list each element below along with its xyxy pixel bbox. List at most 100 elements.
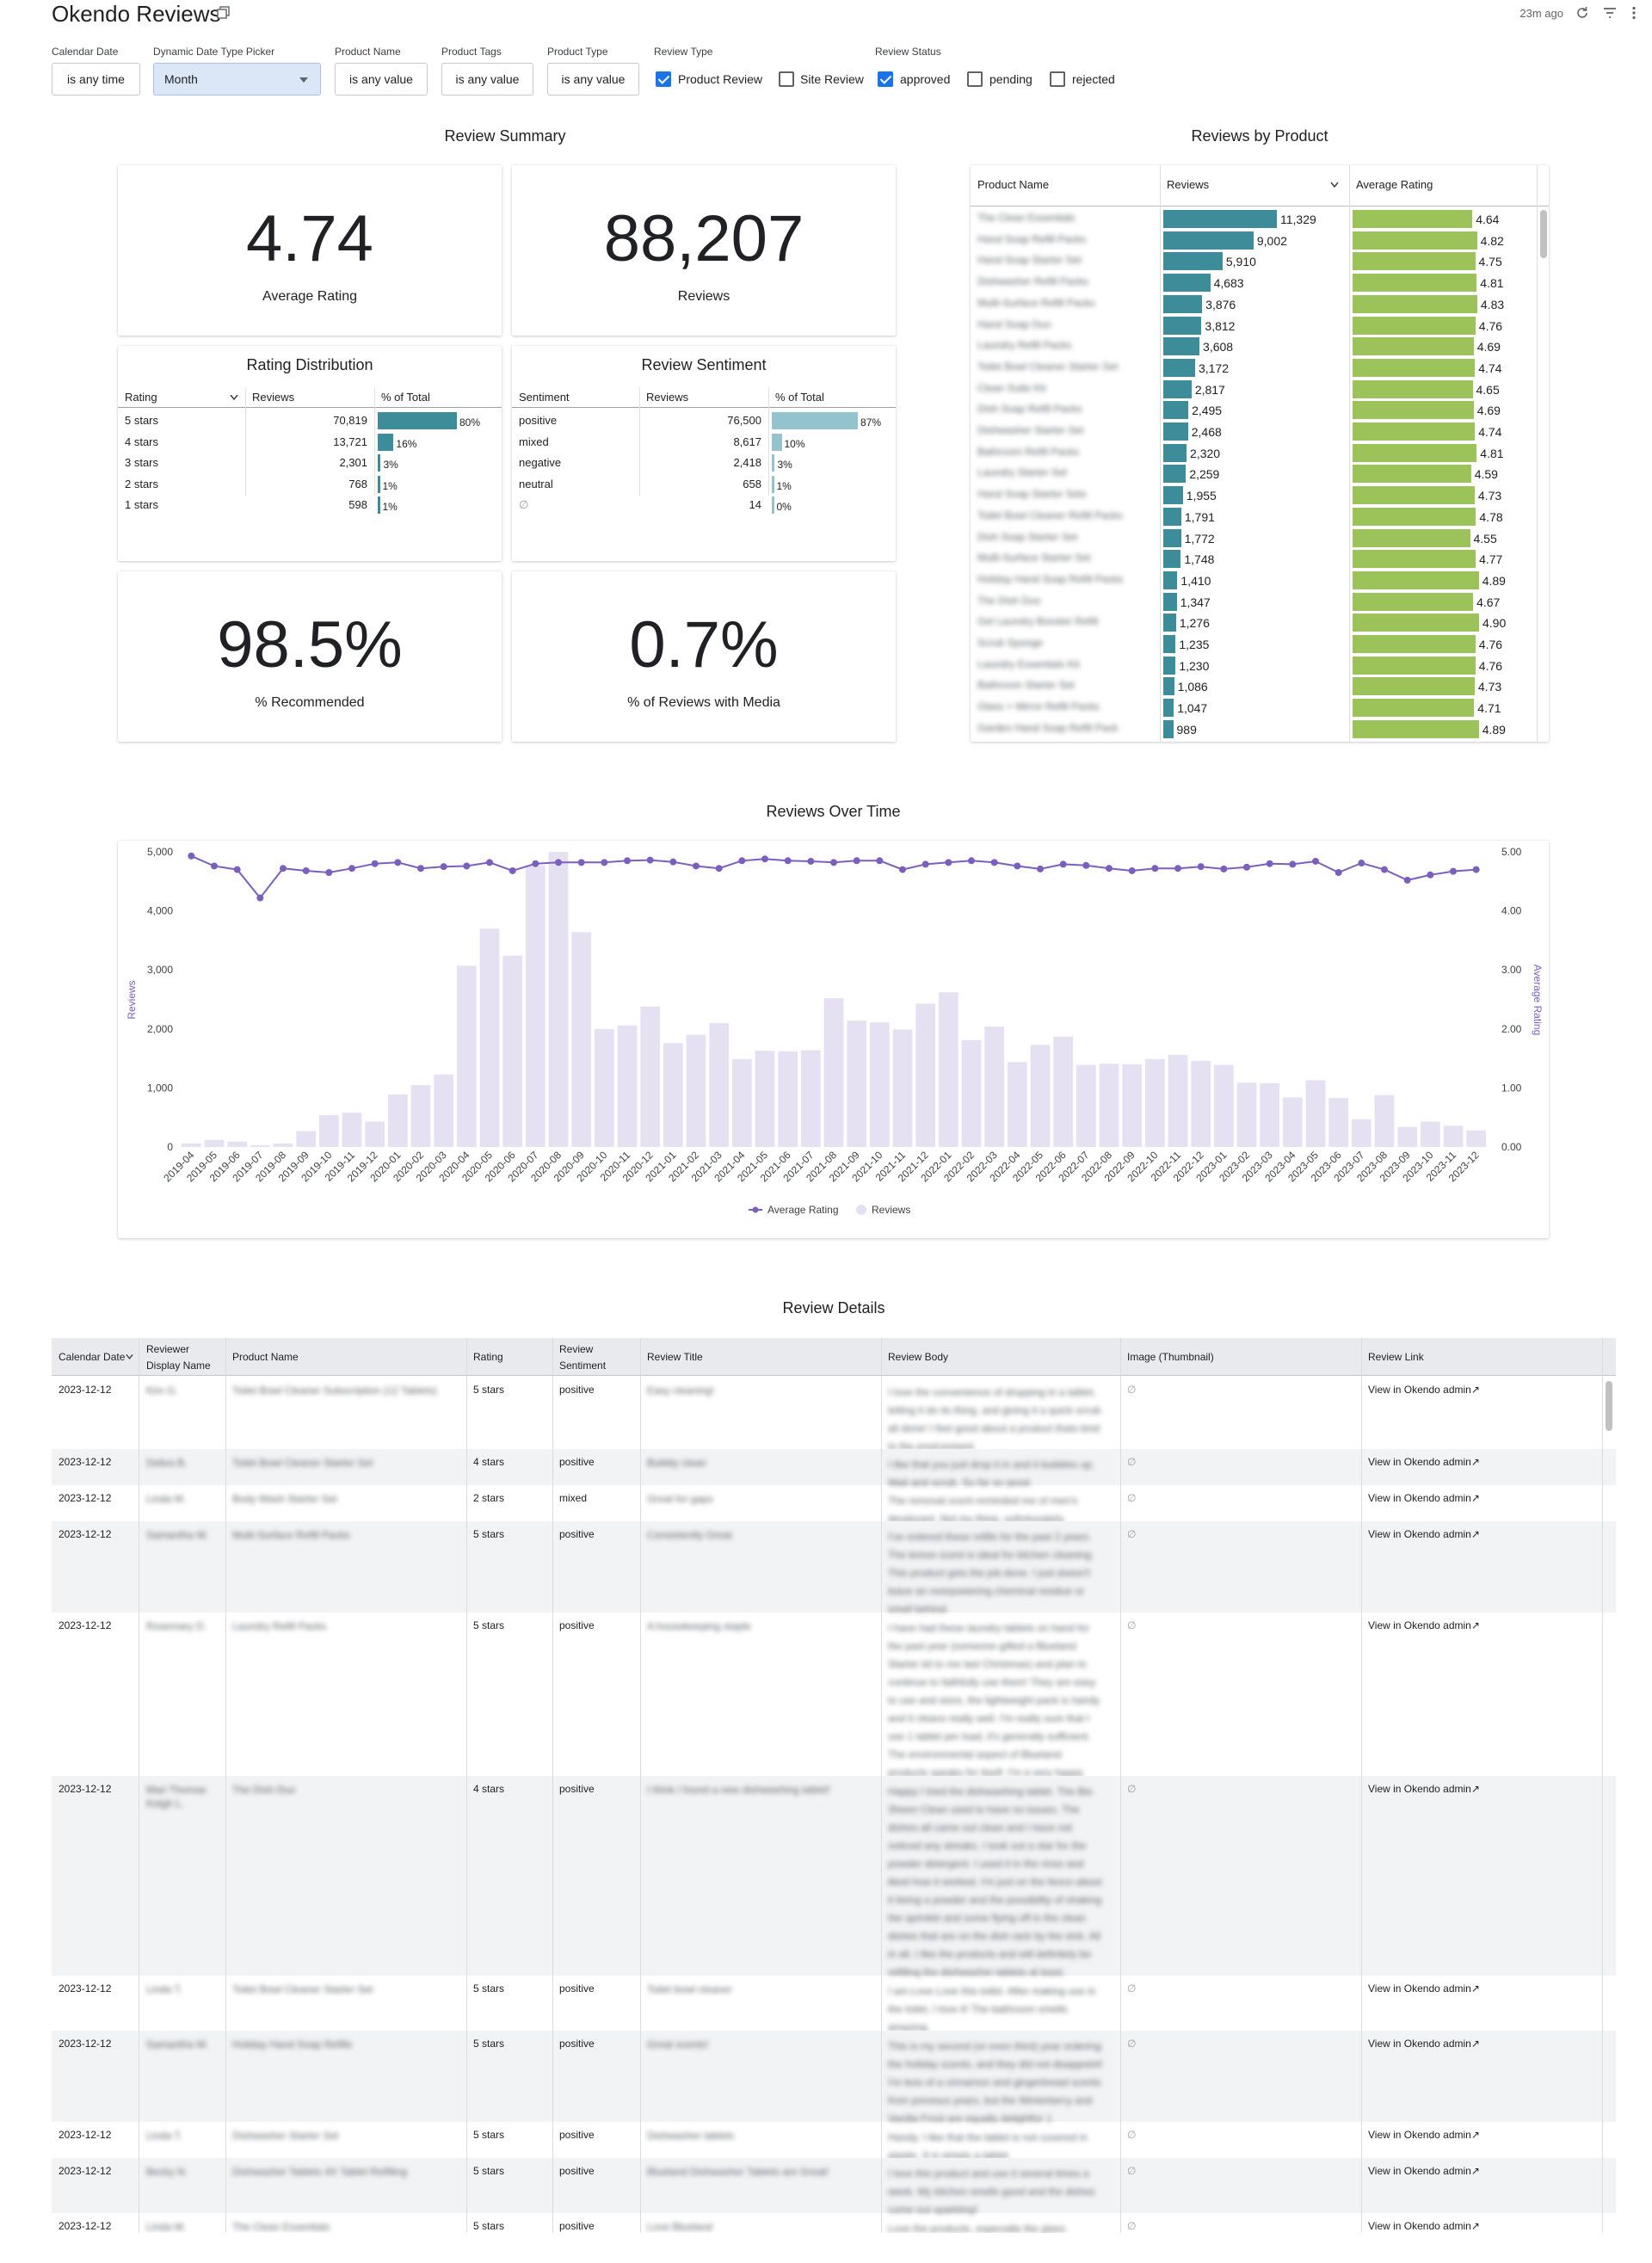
cell-sentiment: positive <box>559 1783 595 1795</box>
product-rating-bar <box>1353 570 1479 589</box>
cell-link[interactable]: View in Okendo admin↗ <box>1368 1619 1480 1631</box>
product-row[interactable]: The Dish Duo 1,347 4.67 <box>971 591 1549 612</box>
cell-link[interactable]: View in Okendo admin↗ <box>1368 1982 1480 1995</box>
product-row[interactable]: Bathroom Refill Packs 2,320 4.81 <box>971 442 1549 463</box>
rejected-checkbox[interactable] <box>1050 71 1065 87</box>
rating-dist-pct-bar <box>378 433 394 451</box>
rating-col-header[interactable]: Rating <box>473 1351 503 1363</box>
product-row[interactable]: Hand Soap Duo 3,812 4.76 <box>971 315 1549 336</box>
cell-date: 2023-12-12 <box>59 2220 112 2232</box>
cell-link[interactable]: View in Okendo admin↗ <box>1368 1528 1480 1540</box>
pending-checkbox[interactable] <box>967 71 983 87</box>
product-row[interactable]: Laundry Starter Set 2,259 4.59 <box>971 463 1549 484</box>
scrollbar-thumb[interactable] <box>1540 210 1547 258</box>
product-row[interactable]: Dishwasher Starter Set 2,468 4.74 <box>971 421 1549 441</box>
cell-link[interactable]: View in Okendo admin↗ <box>1368 1783 1480 1795</box>
cell-link[interactable]: View in Okendo admin↗ <box>1368 2220 1480 2232</box>
product-review-checkbox[interactable] <box>656 71 671 87</box>
cell-link[interactable]: View in Okendo admin↗ <box>1368 2129 1480 2141</box>
sentiment-label: mixed <box>519 435 549 448</box>
date-type-select[interactable]: Month <box>153 63 321 96</box>
product-row[interactable]: Dish Soap Refill Packs 2,495 4.69 <box>971 399 1549 420</box>
product-row[interactable]: Multi-Surface Refill Packs 3,876 4.83 <box>971 293 1549 314</box>
avg-rating-point <box>1197 863 1205 871</box>
reviewer-col-header-1[interactable]: Reviewer <box>146 1343 190 1355</box>
rating-distribution-card: Rating Distribution Rating Reviews % of … <box>118 346 502 561</box>
product-row[interactable]: Scrub Sponge 1,235 4.76 <box>971 633 1549 654</box>
product-row[interactable]: Hand Soap Starter Sets 1,955 4.73 <box>971 484 1549 505</box>
product-reviews-value: 3,172 <box>1198 361 1229 375</box>
cell-link[interactable]: View in Okendo admin↗ <box>1368 1456 1480 1468</box>
link-col-header[interactable]: Review Link <box>1368 1351 1424 1363</box>
product-row[interactable]: Laundry Refill Packs 3,608 4.69 <box>971 336 1549 356</box>
product-tags-filter[interactable]: is any value <box>441 63 533 96</box>
calendar-date-filter[interactable]: is any time <box>52 63 140 96</box>
avg-rating-point <box>302 866 310 874</box>
body-col-header[interactable]: Review Body <box>888 1351 949 1363</box>
date-col-header[interactable]: Calendar Date <box>59 1351 126 1363</box>
avg-rating-point <box>1059 860 1067 868</box>
product-row[interactable]: Dishwasher Refill Packs 4,683 4.81 <box>971 272 1549 293</box>
product-row[interactable]: Glass + Mirror Refill Packs 1,047 4.71 <box>971 697 1549 718</box>
cell-link[interactable]: View in Okendo admin↗ <box>1368 2038 1480 2050</box>
product-review-option[interactable]: Product Review <box>678 72 763 86</box>
reviews-col-header[interactable]: Reviews <box>252 391 295 404</box>
cell-title: Bubbly clean <box>647 1457 706 1469</box>
rating-distribution-header: Rating Reviews % of Total <box>118 387 502 408</box>
cell-link[interactable]: View in Okendo admin↗ <box>1368 1384 1480 1396</box>
approved-option[interactable]: approved <box>900 72 951 86</box>
scrollbar-thumb[interactable] <box>1606 1381 1612 1431</box>
product-row[interactable]: Holiday Hand Soap Refill Packs 1,410 4.89 <box>971 570 1549 590</box>
product-row[interactable]: Hand Soap Starter Set 5,910 4.75 <box>971 250 1549 271</box>
cell-body: This is my second (or even third) year o… <box>888 2040 1103 2124</box>
product-row[interactable]: Dish Soap Starter Set 1,772 4.55 <box>971 527 1549 548</box>
product-row[interactable]: Bathroom Starter Set 1,086 4.73 <box>971 675 1549 696</box>
product-row[interactable]: Toilet Bowl Cleaner Refill Packs 1,791 4.7… <box>971 506 1549 527</box>
product-row[interactable]: Hand Soap Refill Packs 9,002 4.82 <box>971 230 1549 250</box>
filter-icon[interactable] <box>1602 5 1618 21</box>
rating-col-header[interactable]: Rating <box>125 391 157 404</box>
title-col-header[interactable]: Review Title <box>647 1351 703 1363</box>
pending-option[interactable]: pending <box>989 72 1032 86</box>
sentiment-pct-col-header[interactable]: % of Total <box>775 391 824 404</box>
rating-distribution-title: Rating Distribution <box>246 356 373 373</box>
product-row[interactable]: Gel Laundry Booster Refill 1,276 4.90 <box>971 612 1549 632</box>
copy-icon[interactable] <box>217 6 231 20</box>
product-row[interactable]: Clean Suite Kit 2,817 4.65 <box>971 379 1549 399</box>
sentiment-reviews-col-header[interactable]: Reviews <box>646 391 689 404</box>
avg-rating-point <box>1151 865 1159 873</box>
product-reviews-bar <box>1163 656 1176 675</box>
product-row[interactable]: Laundry Essentials Kit 1,230 4.76 <box>971 655 1549 675</box>
table-row: 2023-12-12 Becky N. Dishwasher Tablets 4X … <box>52 2158 1616 2215</box>
site-review-option[interactable]: Site Review <box>800 72 864 86</box>
rejected-option[interactable]: rejected <box>1072 72 1115 86</box>
image-col-header[interactable]: Image (Thumbnail) <box>1127 1351 1214 1363</box>
product-rating-bar <box>1353 465 1471 484</box>
product-rating-col-header[interactable]: Average Rating <box>1356 178 1433 191</box>
cell-link[interactable]: View in Okendo admin↗ <box>1368 1492 1480 1504</box>
product-row[interactable]: Toilet Bowl Cleaner Starter Set 3,172 4.74 <box>971 357 1549 378</box>
product-reviews-col-header[interactable]: Reviews <box>1167 178 1210 191</box>
more-options-icon[interactable] <box>1626 5 1642 21</box>
sentiment-col-header-1[interactable]: Review <box>559 1343 594 1355</box>
product-type-filter[interactable]: is any value <box>547 63 639 96</box>
sort-desc-icon[interactable] <box>230 395 238 400</box>
pct-col-header[interactable]: % of Total <box>381 391 430 404</box>
product-row[interactable]: Garden Hand Soap Refill Pack 989 4.89 <box>971 718 1549 739</box>
refresh-icon[interactable] <box>1575 5 1590 21</box>
product-row[interactable]: Multi-Surface Starter Set 1,748 4.77 <box>971 548 1549 569</box>
product-name-filter[interactable]: is any value <box>335 63 428 96</box>
sort-desc-icon[interactable] <box>1330 182 1339 188</box>
sort-desc-icon[interactable] <box>126 1354 133 1360</box>
reviewer-col-header-2[interactable]: Display Name <box>146 1360 211 1372</box>
cell-sentiment: mixed <box>559 1492 588 1504</box>
table-row: 2023-12-12 Linda M. Body Wash Starter Set 2… <box>52 1485 1616 1523</box>
product-row[interactable]: The Clean Essentials 11,329 4.64 <box>971 208 1549 229</box>
approved-checkbox[interactable] <box>878 71 893 87</box>
sentiment-col-header[interactable]: Sentiment <box>519 391 570 404</box>
product-name-col-header[interactable]: Product Name <box>977 178 1050 191</box>
site-review-checkbox[interactable] <box>779 71 794 87</box>
cell-link[interactable]: View in Okendo admin↗ <box>1368 2165 1480 2177</box>
product-col-header[interactable]: Product Name <box>232 1351 299 1363</box>
sentiment-col-header-2[interactable]: Sentiment <box>559 1360 607 1372</box>
